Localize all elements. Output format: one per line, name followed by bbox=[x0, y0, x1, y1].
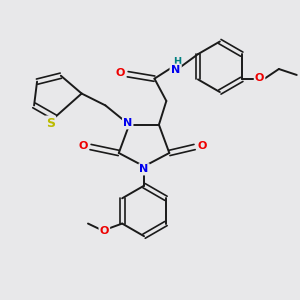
Text: N: N bbox=[171, 65, 180, 75]
Text: O: O bbox=[116, 68, 125, 78]
Text: N: N bbox=[123, 118, 132, 128]
Text: S: S bbox=[46, 117, 55, 130]
Text: O: O bbox=[78, 140, 88, 151]
Text: H: H bbox=[173, 57, 181, 67]
Text: O: O bbox=[255, 73, 264, 83]
Text: O: O bbox=[100, 226, 109, 236]
Text: N: N bbox=[140, 164, 149, 174]
Text: O: O bbox=[197, 140, 207, 151]
